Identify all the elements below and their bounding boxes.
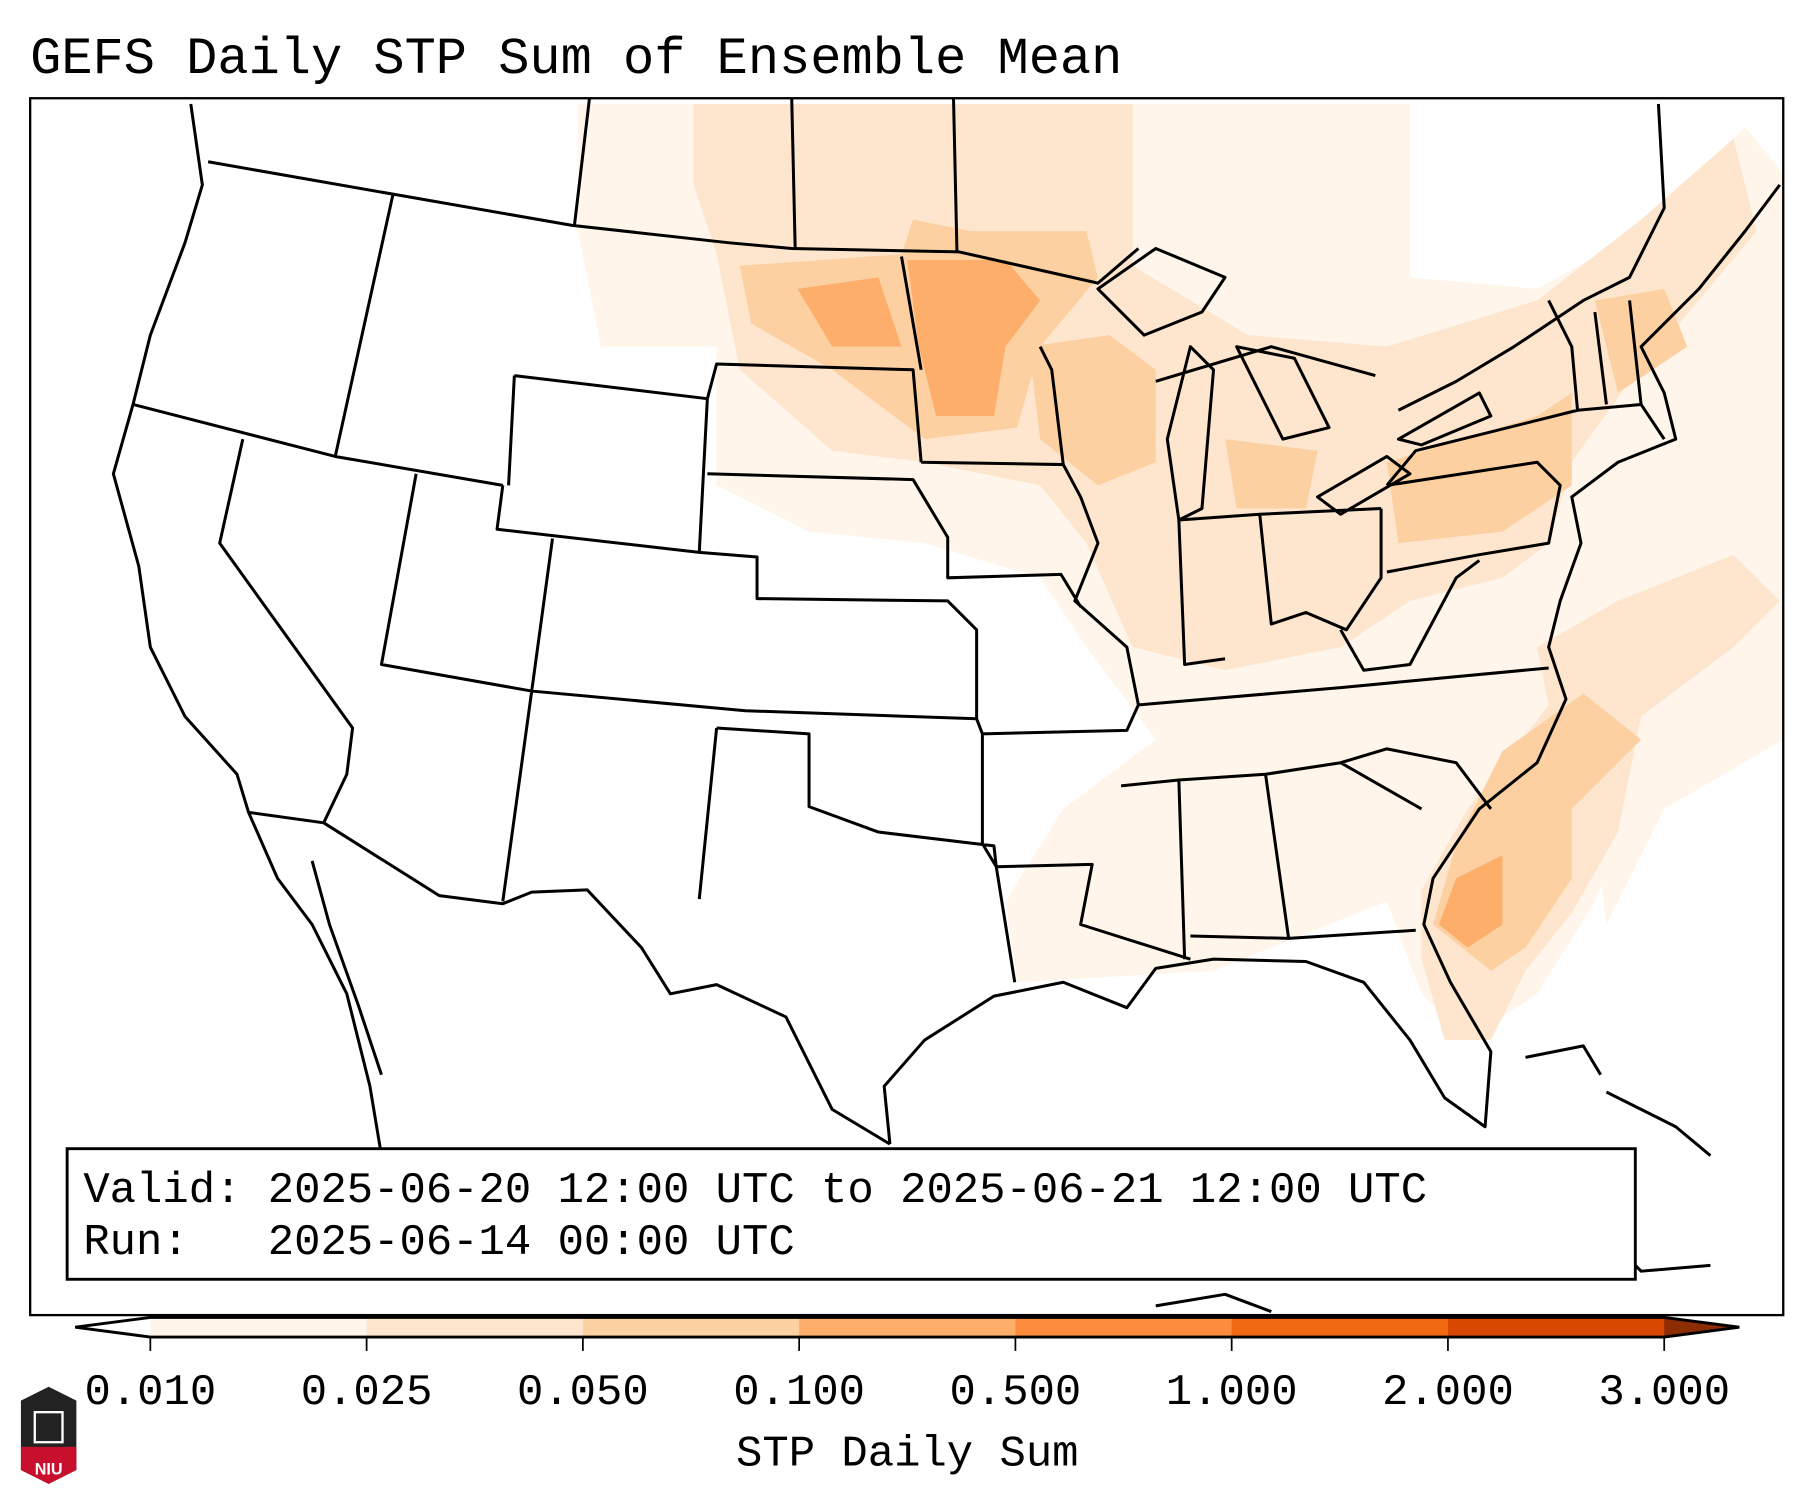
gulf-coast (882, 183, 1781, 1145)
great-lakes (1096, 246, 1493, 522)
info-box: Valid: 2025-06-20 12:00 UTC to 2025-06-2… (65, 1147, 1637, 1281)
us-mexico-border (248, 810, 891, 1146)
valid-time-text: Valid: 2025-06-20 12:00 UTC to 2025-06-2… (83, 1166, 1427, 1216)
chart-title: GEFS Daily STP Sum of Ensemble Mean (30, 30, 1122, 89)
colorbar-label: STP Daily Sum (736, 1429, 1079, 1479)
colorbar-tick-label: 0.500 (950, 1368, 1082, 1418)
canada-border (207, 103, 1666, 412)
colorbar-bin (582, 1317, 800, 1338)
run-time-text: Run: 2025-06-14 00:00 UTC (83, 1218, 794, 1268)
colorbar-tick-label: 2.000 (1382, 1368, 1514, 1418)
map-frame (29, 97, 1785, 1317)
colorbar: 0.010 0.025 0.050 0.100 0.500 1.000 2.000 3.000 (75, 1315, 1740, 1418)
shade-level-4-coast (1438, 855, 1503, 948)
colorbar-bin (1015, 1317, 1233, 1338)
colorbar-bin (1447, 1317, 1665, 1338)
colorbar-tick-label: 0.100 (733, 1368, 865, 1418)
colorbar-under-extension (75, 1317, 151, 1338)
state-lines (132, 98, 1666, 983)
niu-logo: NIU (20, 1386, 77, 1484)
colorbar-bin (1231, 1317, 1449, 1338)
colorbar-tick-label: 1.000 (1166, 1368, 1298, 1418)
map-panel (30, 98, 1784, 1316)
colorbar-bin (799, 1317, 1016, 1338)
colorbar-tick-label: 0.010 (84, 1368, 216, 1418)
colorbar-tick-label: 0.050 (517, 1368, 649, 1418)
colorbar-tick-label: 3.000 (1598, 1368, 1730, 1418)
colorbar-bin (150, 1317, 368, 1338)
colorbar-bin (366, 1317, 584, 1338)
logo-text: NIU (35, 1461, 63, 1479)
islands (1155, 1044, 1712, 1314)
colorbar-tick-label: 0.025 (301, 1368, 433, 1418)
coastline (111, 103, 383, 1156)
colorbar-over-extension (1664, 1317, 1740, 1338)
map-outlines (111, 98, 1781, 1314)
shade-level-3-lakes (1028, 288, 1688, 544)
shade-level-4 (797, 260, 1041, 417)
